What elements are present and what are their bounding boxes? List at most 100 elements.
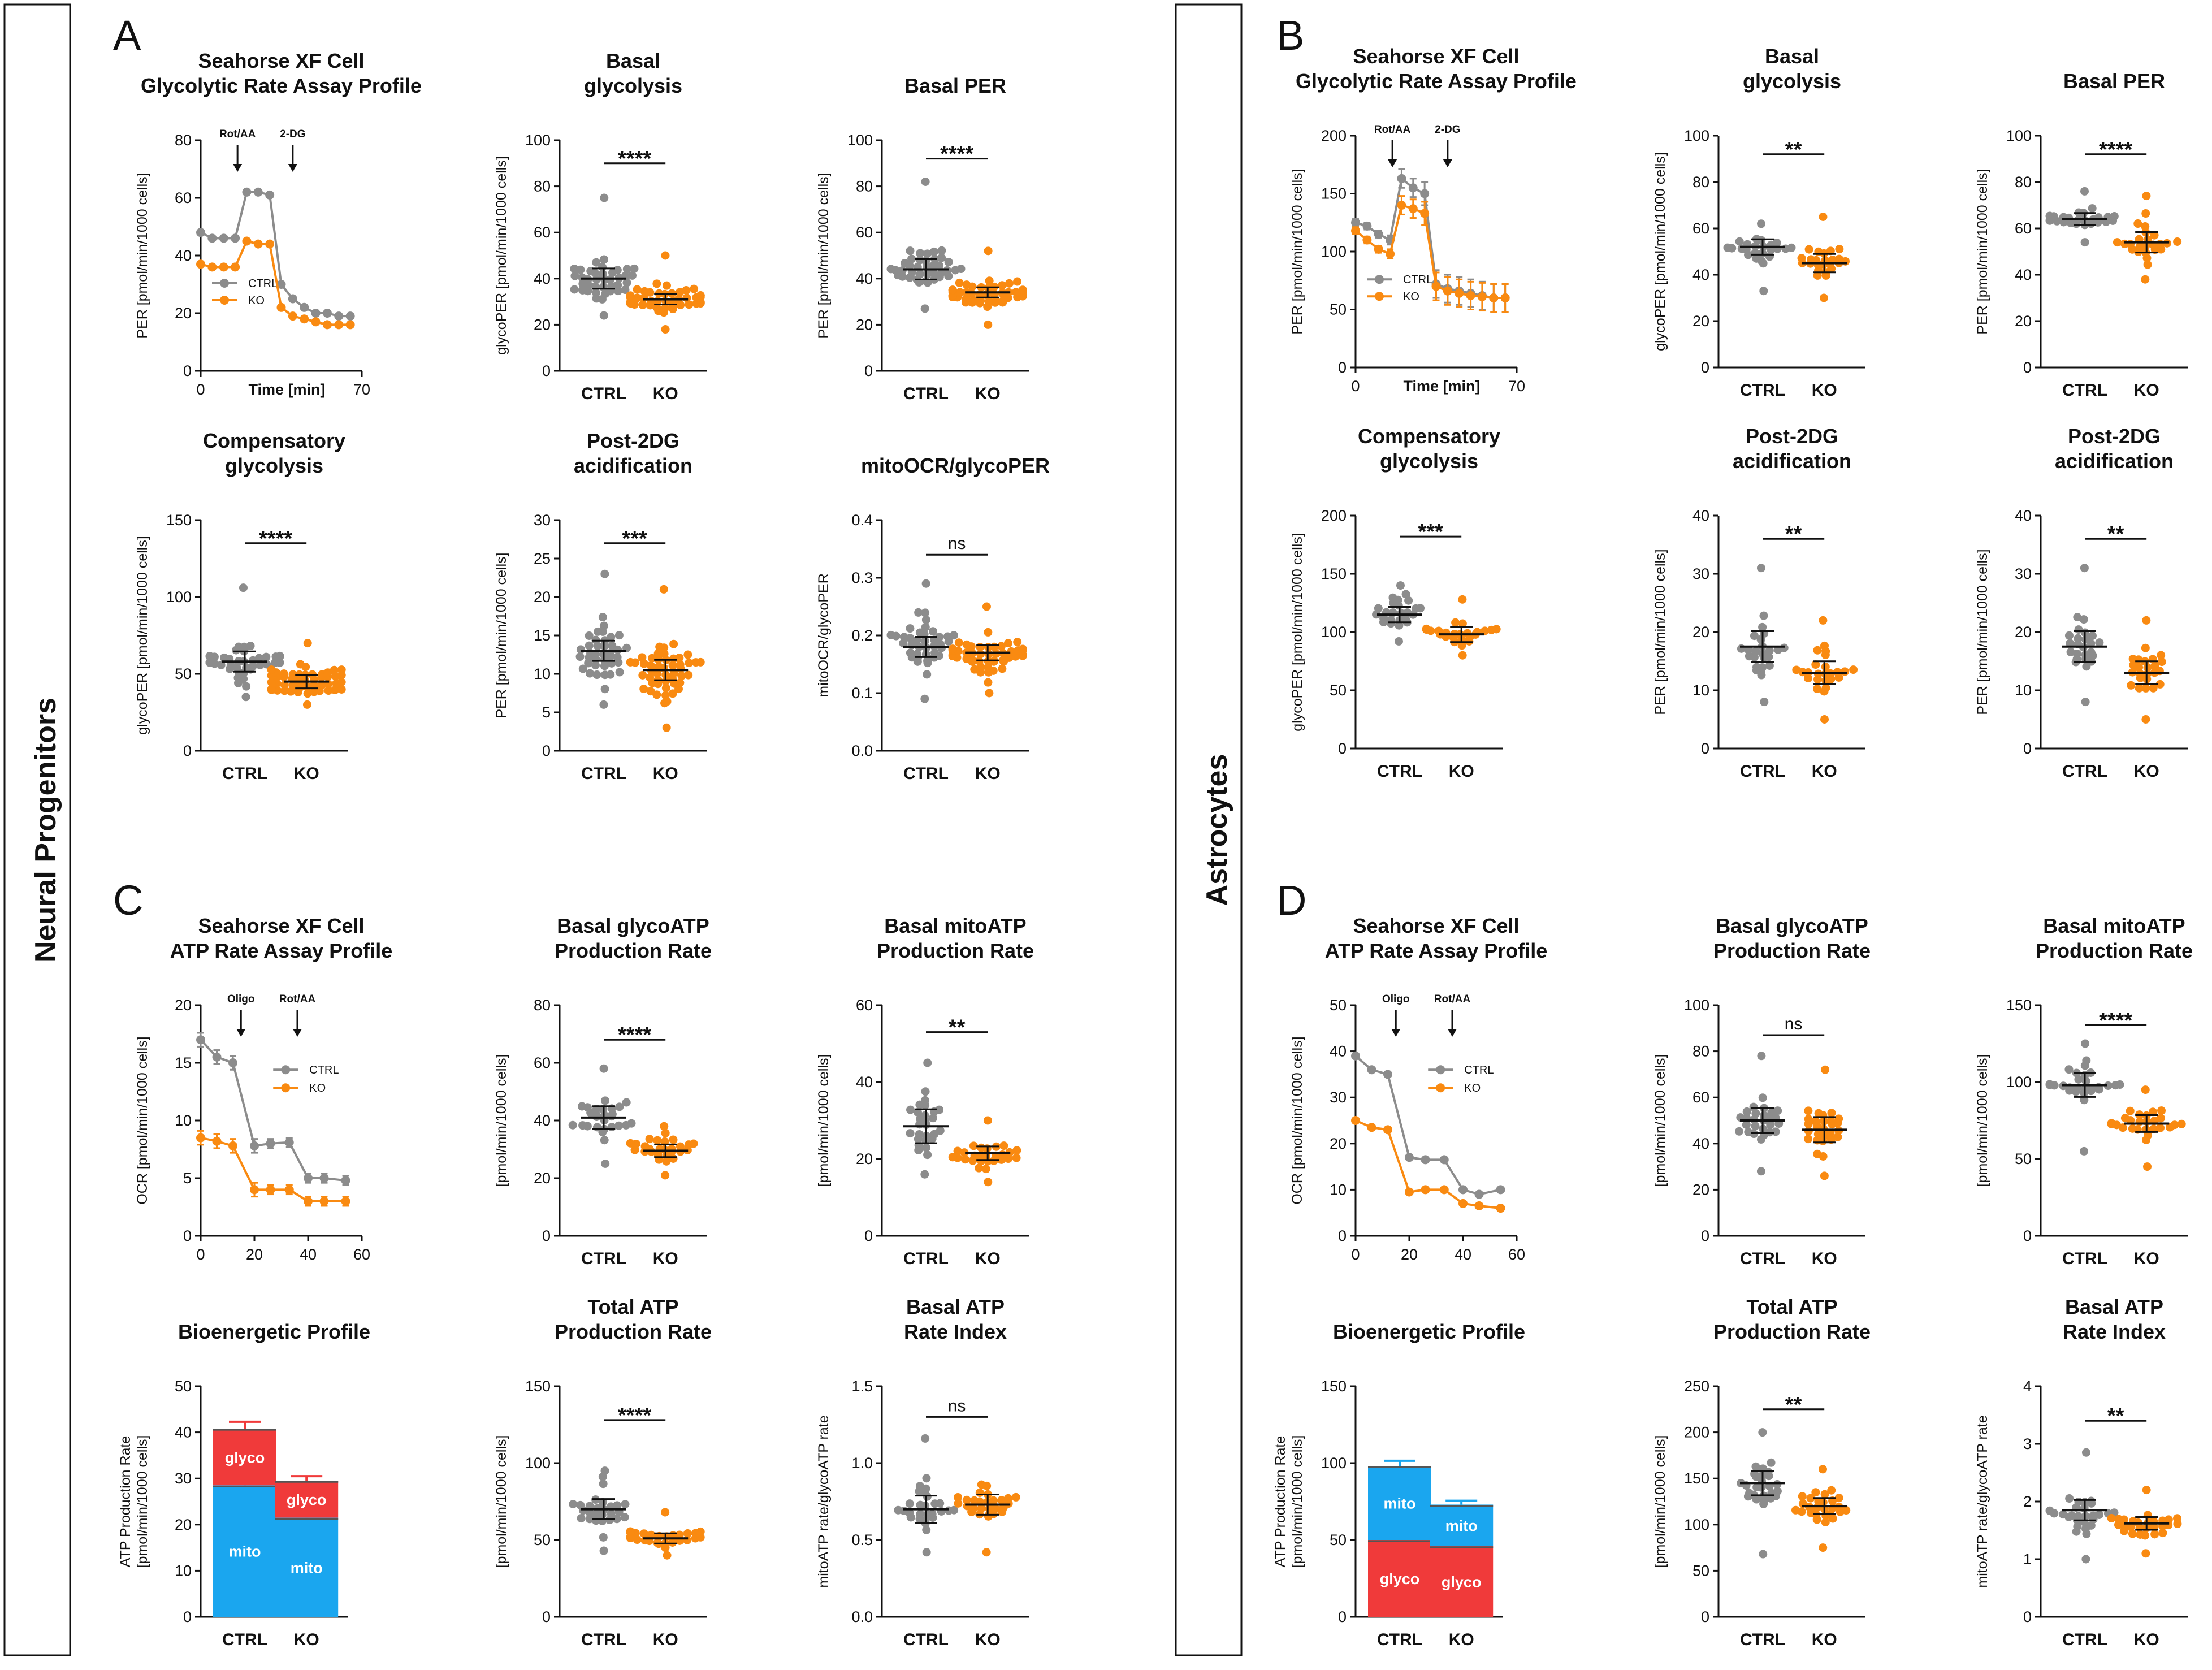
data-point (2107, 1514, 2116, 1523)
data-point (217, 660, 226, 669)
x-category-label: CTRL (2062, 381, 2107, 400)
data-point (1458, 595, 1467, 604)
x-category-label: CTRL (2062, 1249, 2107, 1268)
chart-title: mitoOCR/glycoPER (861, 454, 1050, 477)
data-point (337, 665, 346, 674)
data-point (1451, 618, 1460, 627)
y-tick-label: 20 (175, 305, 192, 322)
legend-label-ctrl: CTRL (248, 278, 278, 290)
legend-label-ko: KO (309, 1082, 326, 1094)
y-tick-label: 20 (1692, 313, 1709, 330)
y-tick-label: 0 (2023, 1227, 2032, 1244)
data-point (638, 300, 647, 309)
series-point (311, 317, 321, 327)
series-point (1362, 221, 1372, 231)
bar-segment-glyco (1368, 1540, 1431, 1617)
x-category-label: CTRL (581, 1249, 626, 1268)
y-tick-label: 50 (534, 1531, 551, 1548)
data-point (2141, 1085, 2150, 1094)
y-tick-label: 10 (175, 1112, 192, 1129)
bar-segment-glyco (275, 1481, 339, 1518)
data-point (205, 652, 214, 661)
data-point (1759, 287, 1768, 296)
y-axis-label: glycoPER [pmol/min/1000 cells] (1652, 152, 1668, 351)
data-point (999, 1141, 1008, 1150)
data-point (1819, 616, 1828, 625)
data-point (1760, 698, 1769, 707)
data-point (655, 642, 664, 651)
y-tick-label: 30 (175, 1470, 192, 1487)
bar-segment-mito (213, 1485, 276, 1617)
data-point (936, 1499, 945, 1508)
data-point (613, 653, 622, 662)
chart-title: Post-2DG (2068, 425, 2161, 448)
data-point (647, 1530, 656, 1539)
data-point (976, 296, 985, 305)
data-point (982, 602, 991, 611)
data-point (981, 1165, 990, 1174)
x-category-label: KO (1449, 762, 1474, 781)
chart-title: Bioenergetic Profile (178, 1320, 370, 1343)
data-point (977, 1504, 986, 1513)
data-point (323, 668, 332, 677)
bar-segment-label: mito (1445, 1517, 1478, 1534)
data-point (906, 1129, 915, 1138)
data-point (600, 255, 609, 264)
y-tick-label: 0 (1701, 1227, 1709, 1244)
y-axis-label: PER [pmol/min/1000 cells] (1289, 168, 1305, 334)
data-point (2080, 1096, 2089, 1105)
x-category-label: KO (653, 1249, 678, 1268)
series-point (1466, 291, 1475, 300)
data-point (2087, 648, 2096, 657)
data-point (923, 1150, 932, 1160)
data-point (2150, 661, 2159, 670)
data-point (934, 261, 943, 270)
data-point (922, 1548, 931, 1557)
series-point (196, 228, 205, 237)
y-tick-label: 60 (1692, 220, 1709, 237)
y-tick-label: 150 (166, 512, 192, 529)
data-point (1492, 625, 1501, 634)
series-point (319, 1196, 329, 1206)
data-point (267, 685, 276, 694)
y-tick-label: 20 (175, 1516, 192, 1533)
series-point (1405, 1187, 1414, 1197)
series-point (1496, 1204, 1505, 1213)
y-tick-label: 40 (534, 1112, 551, 1129)
y-axis-label: [pmol/min/1000 cells] (494, 1054, 509, 1187)
y-tick-label: 50 (1692, 1562, 1709, 1579)
chart-title: Bioenergetic Profile (1333, 1320, 1525, 1343)
legend-label-ctrl: CTRL (1403, 274, 1432, 286)
data-point (1756, 564, 1765, 573)
chart-title: Production Rate (1713, 1320, 1871, 1343)
data-point (613, 1501, 622, 1510)
data-point (1742, 1107, 1751, 1116)
injection-label: Oligo (1382, 993, 1410, 1005)
data-point (916, 1509, 925, 1518)
data-point (696, 657, 705, 667)
y-tick-label: 0.3 (851, 569, 873, 586)
y-axis-label: [pmol/min/1000 cells] (135, 1435, 150, 1568)
series-point (250, 1185, 259, 1195)
y-tick-label: 0 (1338, 1227, 1347, 1244)
y-tick-label: 40 (2015, 266, 2032, 283)
data-point (655, 1145, 664, 1154)
y-tick-label: 0 (864, 1227, 873, 1244)
data-point (661, 683, 670, 693)
data-point (275, 651, 284, 660)
series-point (1351, 1051, 1360, 1061)
y-tick-label: 0.4 (851, 512, 873, 529)
data-point (575, 652, 585, 661)
data-point (2149, 683, 2158, 693)
chart-title: ATP Rate Assay Profile (170, 939, 393, 962)
y-tick-label: 100 (2006, 127, 2032, 144)
series-point (1408, 204, 1418, 214)
bar-segment-mito (1430, 1504, 1494, 1546)
data-point (653, 649, 663, 658)
series-point (212, 1052, 222, 1062)
data-point (1735, 237, 1744, 246)
y-tick-label: 40 (534, 270, 551, 287)
x-category-label: CTRL (1740, 381, 1785, 400)
